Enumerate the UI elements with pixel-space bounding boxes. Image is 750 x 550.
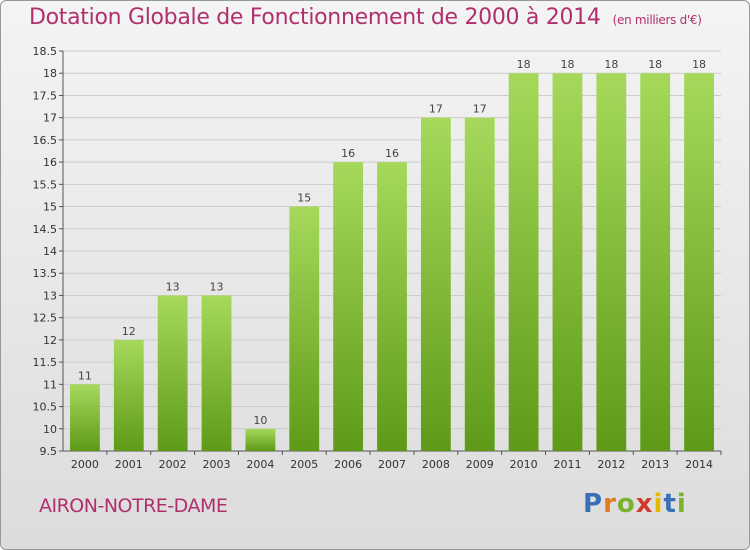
data-label: 18 — [604, 58, 618, 71]
y-tick-label: 14.5 — [33, 223, 58, 236]
y-tick-label: 17.5 — [33, 89, 58, 102]
x-tick-label: 2011 — [553, 458, 581, 471]
y-tick-label: 10.5 — [33, 401, 58, 414]
y-tick-label: 13.5 — [33, 267, 58, 280]
y-tick-label: 16.5 — [33, 134, 58, 147]
data-label: 13 — [166, 280, 180, 293]
data-label: 17 — [429, 103, 443, 116]
bar — [157, 295, 188, 451]
data-label: 18 — [560, 58, 574, 71]
bar — [70, 384, 100, 451]
bar — [464, 117, 495, 452]
bar — [377, 162, 407, 451]
bar — [245, 428, 276, 451]
bar — [420, 117, 451, 452]
data-label: 18 — [648, 58, 662, 71]
proxiti-logo: Proxiti — [583, 489, 687, 519]
data-label: 13 — [210, 280, 224, 293]
x-tick-label: 2006 — [334, 458, 362, 471]
chart-title: Dotation Globale de Fonctionnement de 20… — [29, 5, 702, 30]
x-tick-label: 2013 — [641, 458, 669, 471]
logo-letter: i — [653, 489, 664, 519]
bar — [333, 162, 364, 451]
bar — [640, 73, 671, 451]
y-tick-label: 15 — [43, 201, 57, 214]
y-tick-label: 18 — [43, 67, 57, 80]
data-labels: 11 12 13 13 10 15 16 16 17 17 18 18 18 18 18 — [78, 58, 706, 427]
data-label: 15 — [297, 192, 311, 205]
bar — [684, 73, 714, 451]
y-tick-label: 15.5 — [33, 178, 58, 191]
x-tick-label: 2009 — [466, 458, 494, 471]
data-label: 16 — [341, 147, 355, 160]
chart-unit: (en milliers d'€) — [612, 13, 702, 27]
x-tick-label: 2002 — [159, 458, 187, 471]
y-tick-label: 18.5 — [33, 45, 58, 58]
bar — [596, 73, 627, 451]
bar — [552, 73, 583, 451]
logo-letter: x — [635, 489, 654, 519]
bar — [113, 339, 144, 451]
x-tick-label: 2010 — [510, 458, 538, 471]
y-tick-label: 12.5 — [33, 312, 58, 325]
x-tick-label: 2007 — [378, 458, 406, 471]
logo-letter: r — [603, 489, 617, 519]
logo-letter: o — [616, 489, 636, 519]
bar — [289, 206, 320, 451]
data-label: 12 — [122, 325, 136, 338]
x-tick-label: 2005 — [290, 458, 318, 471]
y-tick-label: 11.5 — [33, 356, 58, 369]
bar — [508, 73, 539, 451]
x-tick-label: 2001 — [115, 458, 143, 471]
x-tick-label: 2004 — [246, 458, 274, 471]
data-label: 16 — [385, 147, 399, 160]
y-tick-label: 10 — [43, 423, 57, 436]
logo-letter: i — [676, 489, 687, 519]
data-label: 18 — [692, 58, 706, 71]
y-tick-label: 14 — [43, 245, 57, 258]
y-tick-label: 11 — [43, 378, 57, 391]
logo-letter: t — [663, 489, 677, 519]
y-tick-label: 13 — [43, 289, 57, 302]
x-tick-label: 2000 — [71, 458, 99, 471]
x-tick-label: 2014 — [685, 458, 713, 471]
bars — [70, 73, 714, 452]
logo-letter: P — [583, 489, 604, 519]
data-label: 10 — [253, 414, 267, 427]
data-label: 11 — [78, 369, 92, 382]
y-tick-label: 12 — [43, 334, 57, 347]
x-tick-label: 2008 — [422, 458, 450, 471]
data-label: 18 — [517, 58, 531, 71]
commune-name: AIRON-NOTRE-DAME — [39, 495, 228, 517]
y-tick-label: 16 — [43, 156, 57, 169]
x-tick-label: 2012 — [597, 458, 625, 471]
chart-title-text: Dotation Globale de Fonctionnement de 20… — [29, 5, 601, 30]
data-label: 17 — [473, 103, 487, 116]
axes: 9.5 10 10.5 11 11.5 12 12.5 13 13.5 14 14.5 15 15.5 1… — [33, 45, 722, 471]
y-tick-label: 9.5 — [40, 445, 58, 458]
bar — [201, 295, 232, 451]
y-tick-label: 17 — [43, 112, 57, 125]
x-tick-label: 2003 — [203, 458, 231, 471]
